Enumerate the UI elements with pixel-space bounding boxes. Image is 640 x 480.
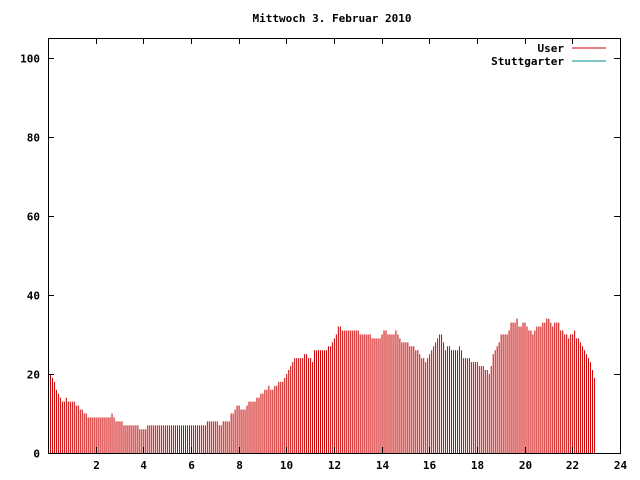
x-axis: 2 4 6 8 10 12 14 16 18 20 22 24 xyxy=(93,38,627,472)
x-tick-label: 4 xyxy=(140,459,147,472)
y-tick-label: 80 xyxy=(27,132,40,145)
x-tick-label: 18 xyxy=(471,459,484,472)
x-tick-label: 8 xyxy=(236,459,243,472)
y-tick-label: 0 xyxy=(33,448,40,461)
x-tick-label: 12 xyxy=(328,459,341,472)
y-tick-label: 20 xyxy=(27,369,40,382)
x-tick-label: 10 xyxy=(280,459,293,472)
y-tick-label: 100 xyxy=(20,53,40,66)
x-tick-label: 6 xyxy=(188,459,195,472)
legend-label-user: User xyxy=(538,42,565,55)
chart-title: Mittwoch 3. Februar 2010 xyxy=(253,12,412,25)
y-axis: 0 20 40 60 80 100 xyxy=(20,53,620,461)
x-tick-label: 20 xyxy=(519,459,532,472)
x-tick-label: 24 xyxy=(614,459,628,472)
legend-label-stuttgarter: Stuttgarter xyxy=(491,55,564,68)
legend: User Stuttgarter xyxy=(491,42,606,68)
x-tick-label: 2 xyxy=(93,459,100,472)
y-tick-label: 60 xyxy=(27,211,40,224)
x-tick-label: 22 xyxy=(566,459,579,472)
y-tick-label: 40 xyxy=(27,290,40,303)
x-tick-label: 16 xyxy=(423,459,437,472)
bar-series-user xyxy=(48,318,595,453)
x-tick-label: 14 xyxy=(376,459,390,472)
